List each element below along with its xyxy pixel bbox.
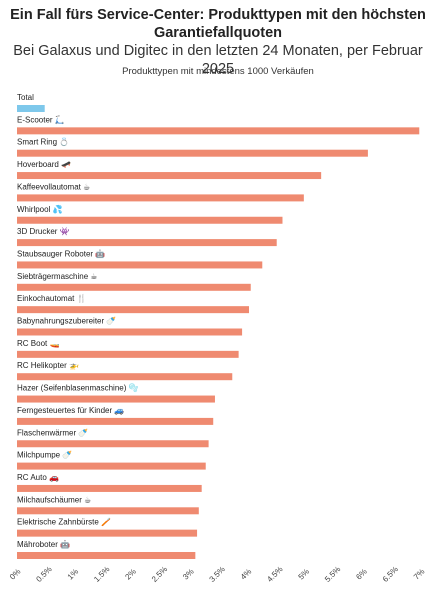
category-label: E-Scooter 🛴 — [17, 114, 65, 124]
category-label: Flaschenwärmer 🍼 — [17, 427, 88, 437]
bar — [17, 462, 206, 470]
bar — [17, 484, 202, 492]
x-tick-label: 1.5% — [92, 565, 111, 584]
category-label: Hoverboard 🛹 — [17, 160, 71, 169]
bar — [17, 216, 283, 224]
category-label: Siebträgermaschine ☕ — [17, 272, 98, 281]
bar — [17, 350, 239, 358]
bar — [17, 529, 198, 537]
category-label: Babynahrungszubereiter 🍼 — [17, 316, 116, 326]
x-tick-label: 5% — [297, 567, 312, 582]
x-tick-label: 6.5% — [381, 565, 400, 584]
x-tick-label: 3% — [181, 567, 196, 582]
x-tick-label: 6% — [354, 567, 369, 582]
category-label: RC Auto 🚗 — [17, 473, 59, 482]
x-tick-label: 0% — [8, 567, 23, 582]
bar — [17, 395, 215, 403]
bar — [17, 440, 209, 448]
category-label: Milchaufschäumer ☕ — [17, 495, 91, 504]
x-tick-label: 2.5% — [150, 565, 169, 584]
category-label: Milchpumpe 🍼 — [17, 450, 72, 460]
bar — [17, 261, 263, 269]
x-tick-label: 4.5% — [265, 565, 284, 584]
category-labels-layer: Total E-Scooter 🛴 Smart Ring 💍 Hoverboard 🛹… — [17, 93, 139, 549]
bar — [17, 507, 199, 515]
bar-total — [17, 105, 45, 112]
category-label: Ferngesteuertes für Kinder 🚙 — [17, 406, 124, 415]
x-tick-label: 3.5% — [208, 565, 227, 584]
category-label: Total — [17, 93, 34, 102]
chart-subtitle: Bei Galaxus und Digitec in den letzten 2… — [13, 43, 423, 77]
x-tick-label: 0.5% — [34, 565, 53, 584]
bar — [17, 283, 251, 291]
category-label: Einkochautomat 🍴 — [17, 293, 87, 303]
category-label: Kaffeevollautomat ☕ — [17, 182, 90, 191]
x-tick-label: 2% — [123, 567, 138, 582]
category-label: Whirlpool 💦 — [17, 204, 63, 214]
category-label: RC Helikopter 🚁 — [17, 361, 79, 370]
category-label: Hazer (Seifenblasenmaschine) 🫧 — [17, 383, 139, 393]
x-tick-label: 7% — [412, 567, 427, 582]
bar — [17, 552, 196, 559]
bar — [17, 194, 304, 202]
bar — [17, 417, 214, 425]
x-tick-label: 1% — [66, 567, 81, 582]
category-label: Mähroboter 🤖 — [17, 539, 70, 549]
x-tick-label: 5.5% — [323, 565, 342, 584]
category-label: RC Boot 🚤 — [17, 339, 59, 348]
category-label: Elektrische Zahnbürste 🪥 — [17, 517, 111, 527]
bar — [17, 149, 368, 157]
category-label: Staubsauger Roboter 🤖 — [17, 248, 105, 258]
chart-title: Ein Fall fürs Service-Center: Produkttyp… — [10, 7, 426, 41]
bar — [17, 239, 277, 247]
bar — [17, 328, 243, 336]
x-tick-label: 4% — [239, 567, 254, 582]
bar — [17, 172, 322, 180]
x-axis-ticks-layer: 0% 0.5% 1% 1.5% 2% 2.5% 3% 3.5% 4% 4.5% 5% 5.5% 6% 6.… — [8, 565, 427, 584]
bar — [17, 373, 233, 381]
bars-layer — [17, 105, 420, 559]
chart-note: Produkttypen mit mindestens 1000 Verkäuf… — [122, 66, 314, 77]
category-label: Smart Ring 💍 — [17, 137, 69, 147]
category-label: 3D Drucker 👾 — [17, 227, 70, 236]
bar — [17, 306, 250, 314]
bar — [17, 127, 420, 135]
